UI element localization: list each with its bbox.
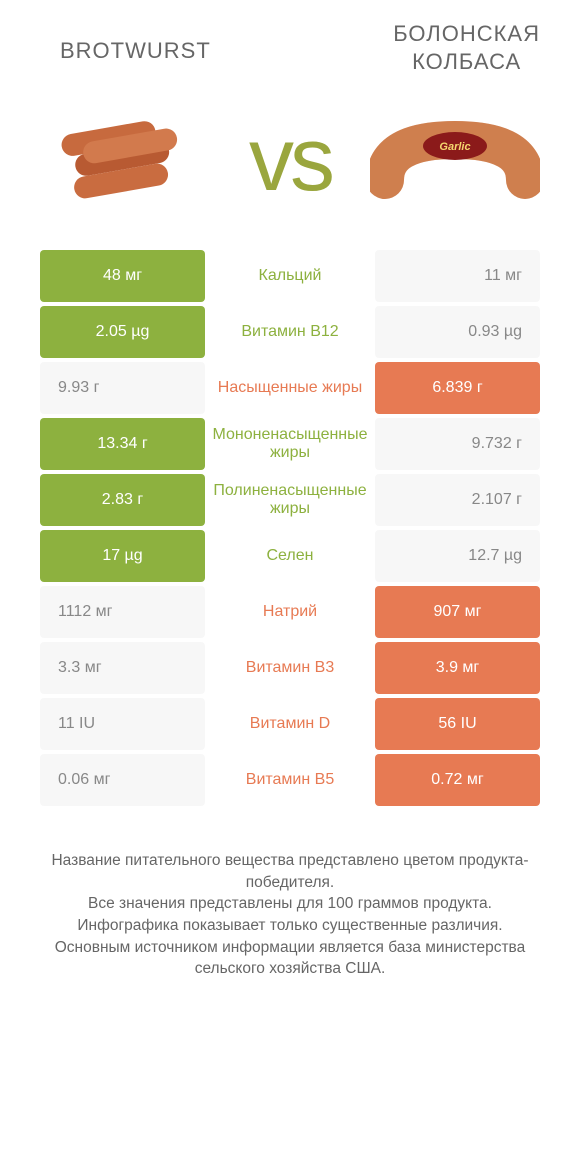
table-row: 3.3 мгВитамин B33.9 мг: [40, 642, 540, 694]
hero-row: vs Garlic: [0, 75, 580, 250]
nutrient-label: Витамин D: [205, 698, 375, 750]
table-row: 48 мгКальций11 мг: [40, 250, 540, 302]
right-value: 12.7 µg: [375, 530, 540, 582]
right-value: 2.107 г: [375, 474, 540, 526]
left-value: 13.34 г: [40, 418, 205, 470]
nutrient-label: Витамин B5: [205, 754, 375, 806]
header: BROTWURST БОЛОНСКАЯКОЛБАСА: [0, 0, 580, 75]
footer-line: Все значения представлены для 100 граммо…: [30, 893, 550, 915]
table-row: 9.93 гНасыщенные жиры6.839 г: [40, 362, 540, 414]
nutrient-label: Витамин B12: [205, 306, 375, 358]
nutrient-label: Витамин B3: [205, 642, 375, 694]
right-product-title: БОЛОНСКАЯКОЛБАСА: [393, 20, 540, 75]
left-product-title: BROTWURST: [60, 38, 211, 64]
right-value: 907 мг: [375, 586, 540, 638]
left-value: 11 IU: [40, 698, 205, 750]
left-value: 48 мг: [40, 250, 205, 302]
right-value: 56 IU: [375, 698, 540, 750]
footer-line: Название питательного вещества представл…: [30, 850, 550, 893]
footer-notes: Название питательного вещества представл…: [0, 810, 580, 980]
brotwurst-image: [40, 100, 210, 220]
right-value: 11 мг: [375, 250, 540, 302]
left-value: 1112 мг: [40, 586, 205, 638]
svg-text:Garlic: Garlic: [439, 141, 470, 153]
right-value: 3.9 мг: [375, 642, 540, 694]
right-value: 0.72 мг: [375, 754, 540, 806]
comparison-table: 48 мгКальций11 мг2.05 µgВитамин B120.93 …: [0, 250, 580, 806]
table-row: 0.06 мгВитамин B50.72 мг: [40, 754, 540, 806]
table-row: 1112 мгНатрий907 мг: [40, 586, 540, 638]
nutrient-label: Селен: [205, 530, 375, 582]
left-value: 17 µg: [40, 530, 205, 582]
table-row: 11 IUВитамин D56 IU: [40, 698, 540, 750]
left-value: 0.06 мг: [40, 754, 205, 806]
bologna-image: Garlic: [370, 100, 540, 220]
nutrient-label: Кальций: [205, 250, 375, 302]
left-value: 9.93 г: [40, 362, 205, 414]
right-value: 6.839 г: [375, 362, 540, 414]
nutrient-label: Натрий: [205, 586, 375, 638]
footer-line: Инфографика показывает только существенн…: [30, 915, 550, 937]
nutrient-label: Полиненасыщенные жиры: [205, 474, 375, 526]
table-row: 2.05 µgВитамин B120.93 µg: [40, 306, 540, 358]
left-value: 2.83 г: [40, 474, 205, 526]
table-row: 2.83 гПолиненасыщенные жиры2.107 г: [40, 474, 540, 526]
right-value: 9.732 г: [375, 418, 540, 470]
nutrient-label: Мононенасыщенные жиры: [205, 418, 375, 470]
vs-label: vs: [249, 109, 331, 212]
nutrient-label: Насыщенные жиры: [205, 362, 375, 414]
table-row: 13.34 гМононенасыщенные жиры9.732 г: [40, 418, 540, 470]
footer-line: Основным источником информации является …: [30, 937, 550, 980]
left-value: 2.05 µg: [40, 306, 205, 358]
left-value: 3.3 мг: [40, 642, 205, 694]
right-value: 0.93 µg: [375, 306, 540, 358]
table-row: 17 µgСелен12.7 µg: [40, 530, 540, 582]
